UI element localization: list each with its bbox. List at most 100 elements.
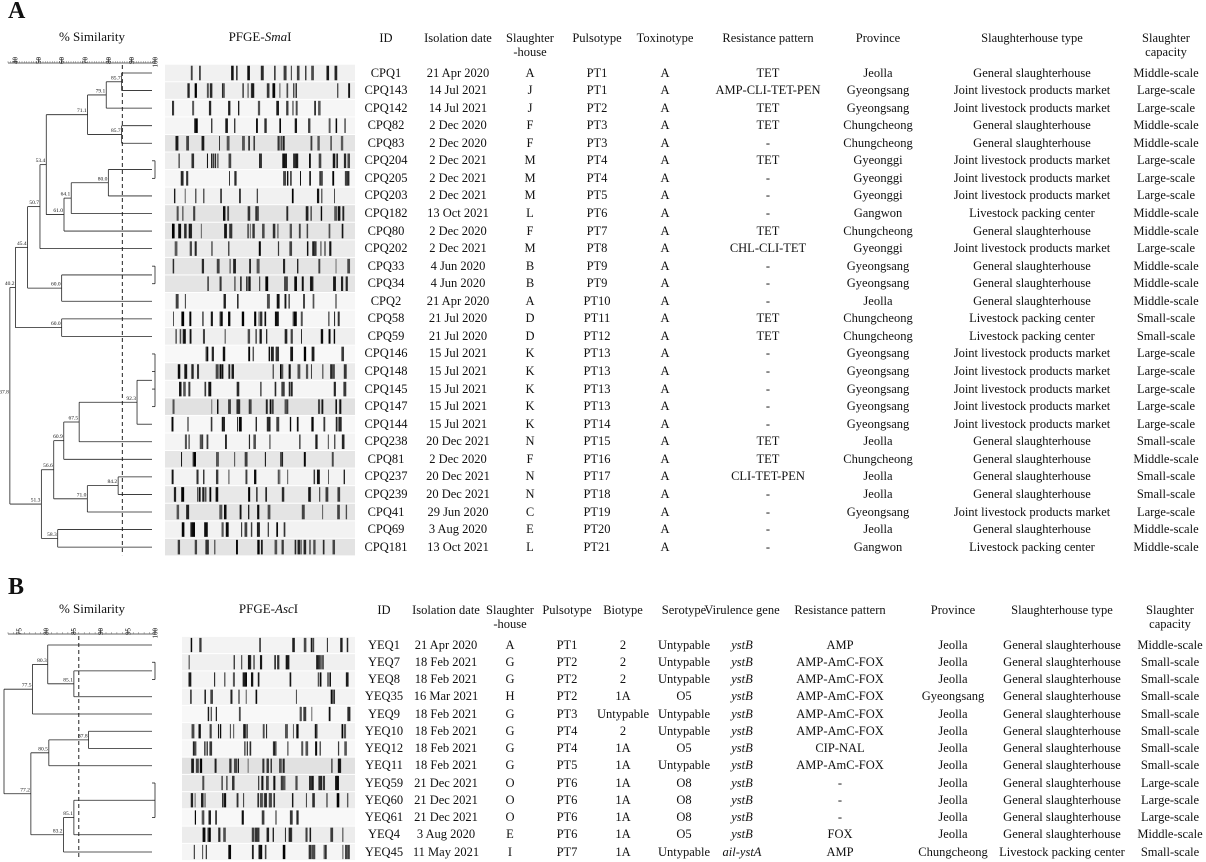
table-cell: PT1	[587, 66, 608, 80]
gel-band	[191, 759, 192, 773]
table-cell: Untypable	[658, 724, 710, 738]
gel-band	[308, 118, 310, 133]
gel-band	[211, 154, 212, 169]
gel-band	[187, 417, 188, 432]
table-cell: Small-scale	[1141, 672, 1199, 686]
table-cell: 21 Apr 2020	[427, 294, 490, 308]
gel-band	[221, 776, 223, 790]
gel-band	[189, 312, 191, 327]
gel-band	[253, 655, 254, 669]
table-cell: Joint livestock products market	[954, 153, 1111, 167]
table-cell: 2 Dec 2020	[429, 136, 487, 150]
table-cell: Large-scale	[1137, 171, 1195, 185]
gel-band	[306, 793, 307, 807]
gel-band	[261, 776, 263, 790]
gel-band	[264, 793, 265, 807]
gel-band	[342, 724, 344, 738]
gel-band	[258, 672, 260, 686]
gel-band	[229, 759, 231, 773]
gel-band	[194, 452, 196, 467]
gel-band	[220, 724, 221, 738]
gel-band	[302, 505, 305, 520]
column-header: Pulsotype	[572, 31, 621, 45]
table-cell: Middle-scale	[1133, 294, 1198, 308]
table-cell: General slaughterhouse	[1003, 672, 1121, 686]
gel-band	[229, 154, 232, 169]
gel-band	[282, 452, 283, 467]
table-cell: H	[505, 689, 514, 703]
gel-band	[182, 522, 185, 537]
gel-band	[189, 655, 190, 669]
node-label: 79.1	[96, 88, 106, 94]
gel-band	[275, 312, 278, 327]
table-cell: Livestock packing center	[969, 329, 1095, 343]
gel-band	[319, 741, 321, 755]
table-cell: 18 Feb 2021	[415, 672, 478, 686]
gel-band	[315, 434, 317, 449]
table-cell: -	[766, 522, 770, 536]
gel-band	[203, 470, 204, 485]
gel-band	[209, 741, 212, 755]
table-cell: PT3	[587, 136, 608, 150]
table-cell: Livestock packing center	[969, 206, 1095, 220]
table-cell: Large-scale	[1137, 399, 1195, 413]
axis-title: % Similarity	[59, 29, 126, 44]
gel-band	[191, 66, 193, 81]
table-cell: PT7	[557, 845, 578, 859]
gel-band	[226, 522, 229, 537]
gel-band	[204, 487, 206, 502]
table-cell: CPQ34	[368, 276, 405, 290]
table-cell: YEQ9	[368, 707, 400, 721]
gel-band	[339, 399, 341, 414]
table-cell: N	[525, 487, 534, 501]
column-header: ID	[377, 603, 390, 617]
gel-band	[178, 364, 181, 379]
gel-band	[181, 452, 182, 467]
table-cell: YEQ4	[368, 827, 400, 841]
table-cell: Untypable	[658, 845, 710, 859]
gel-band	[335, 399, 337, 414]
gel-band	[345, 171, 348, 186]
node-label: 45.4	[17, 241, 27, 247]
gel-band	[260, 312, 262, 327]
table-cell: General slaughterhouse	[1003, 776, 1121, 790]
table-cell: Large-scale	[1137, 241, 1195, 255]
column-header: Slaughterhouse type	[981, 31, 1083, 45]
gel-band	[333, 540, 336, 555]
table-cell: 15 Jul 2021	[429, 346, 487, 360]
gel-band	[227, 206, 229, 221]
table-cell: 15 Jul 2021	[429, 364, 487, 378]
gel-band	[289, 241, 292, 256]
gel-band	[278, 241, 279, 256]
table-cell: A	[660, 434, 669, 448]
table-cell: -	[766, 364, 770, 378]
table-cell: Jeolla	[938, 827, 967, 841]
table-cell: AMP	[826, 845, 853, 859]
table-cell: Gyeongsang	[847, 83, 910, 97]
gel-band	[252, 224, 254, 239]
gel-band	[310, 828, 312, 842]
gel-band	[238, 101, 239, 116]
gel-band	[292, 189, 294, 204]
gel-band	[194, 845, 195, 859]
gel-band	[266, 399, 268, 414]
column-header: Virulence gene	[704, 603, 779, 617]
table-cell: Large-scale	[1141, 776, 1199, 790]
gel-band	[295, 83, 296, 98]
gel-band	[242, 83, 244, 98]
table-cell: Chungcheong	[843, 452, 912, 466]
table-cell: CPQ59	[368, 329, 405, 343]
table-cell: -	[766, 505, 770, 519]
table-cell: CPQ204	[364, 153, 407, 167]
gel-band	[212, 347, 214, 362]
gel-title-part: I	[287, 29, 291, 44]
gel-band	[232, 364, 234, 379]
table-cell: PT13	[583, 399, 610, 413]
gel-band	[319, 154, 322, 169]
gel-band	[265, 845, 267, 859]
gel-band	[279, 118, 281, 133]
gel-band	[195, 540, 197, 555]
gel-band	[269, 434, 270, 449]
table-cell: PT13	[583, 346, 610, 360]
gel-band	[228, 312, 230, 327]
